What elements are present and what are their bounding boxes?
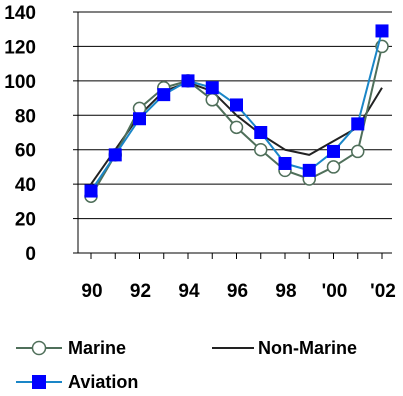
data-point-aviation	[157, 88, 171, 102]
legend-aviation-label: Aviation	[68, 372, 138, 392]
y-tick-labels: 0 20 40 60 80 100 120 140	[4, 3, 36, 265]
y-tick-label: 60	[15, 141, 36, 162]
x-tick-label: '00	[322, 281, 348, 302]
data-point-aviation	[84, 184, 98, 198]
data-point-marine	[326, 160, 341, 174]
y-tick-label: 120	[4, 37, 36, 58]
legend-marine-marker	[31, 340, 47, 356]
y-tick-label: 80	[15, 106, 36, 127]
y-tick-label: 100	[4, 72, 36, 93]
data-point-aviation	[254, 126, 268, 139]
y-tick-label: 0	[25, 244, 36, 265]
data-point-marine	[229, 120, 244, 135]
data-point-aviation	[351, 117, 365, 131]
data-point-aviation	[108, 148, 122, 162]
axes	[73, 11, 392, 259]
legend-non-marine-label: Non-Marine	[258, 338, 357, 358]
series-aviation	[84, 24, 389, 198]
series-layer	[84, 24, 389, 203]
legend-item-marine: Marine	[16, 338, 126, 358]
data-point-marine	[351, 144, 365, 159]
data-point-aviation	[302, 163, 316, 177]
y-tick-label: 140	[4, 3, 36, 24]
x-tick-label: 92	[130, 281, 151, 302]
x-tick-label: 96	[227, 281, 248, 302]
data-point-marine	[254, 142, 268, 157]
data-point-marine	[205, 93, 219, 107]
data-point-aviation	[327, 144, 340, 158]
data-point-aviation	[133, 112, 146, 126]
legend-item-non-marine: Non-Marine	[212, 338, 357, 358]
data-point-aviation	[278, 156, 292, 170]
y-tick-label: 40	[15, 175, 36, 196]
x-tick-label: '02	[370, 281, 396, 302]
legend: Marine Non-Marine Aviation	[16, 338, 357, 392]
legend-aviation-marker	[32, 375, 46, 389]
data-point-aviation	[181, 74, 195, 88]
data-point-aviation	[205, 81, 219, 95]
x-tick-label: 94	[178, 281, 200, 302]
gridlines	[78, 11, 392, 220]
series-marine	[84, 39, 389, 203]
x-tick-label: 98	[275, 281, 296, 302]
x-tick-label: 90	[81, 281, 102, 302]
legend-item-aviation: Aviation	[16, 372, 138, 392]
data-point-aviation	[230, 98, 243, 112]
data-point-aviation	[375, 24, 389, 38]
x-tick-labels: 90 92 94 96 98 '00 '02	[81, 281, 395, 302]
legend-marine-label: Marine	[68, 338, 126, 358]
y-tick-label: 20	[15, 210, 36, 231]
